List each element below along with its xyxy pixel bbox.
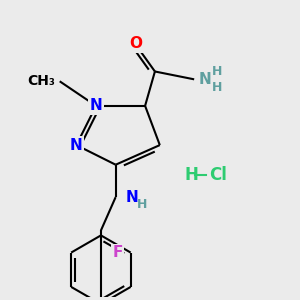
Text: F: F [112,245,123,260]
Text: H: H [212,65,222,78]
Text: N: N [90,98,102,113]
Text: H: H [137,199,148,212]
Text: Cl: Cl [209,166,227,184]
Text: N: N [199,72,212,87]
Text: H: H [212,81,222,94]
Text: N: N [70,138,83,153]
Text: H: H [184,166,198,184]
Text: CH₃: CH₃ [27,74,55,88]
Text: N: N [125,190,138,205]
Text: O: O [129,37,142,52]
